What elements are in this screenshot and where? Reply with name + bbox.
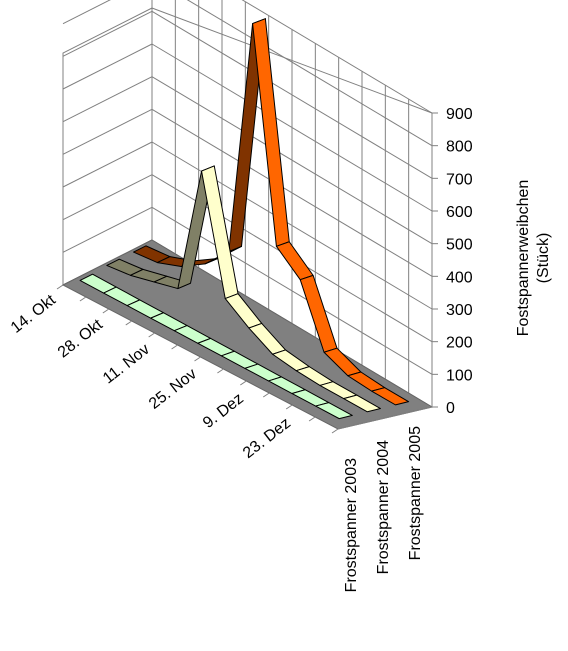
x-tick-mark <box>125 320 133 326</box>
series-label: Frostspanner 2005 <box>407 426 424 560</box>
x-tick-mark <box>308 416 316 422</box>
series-1-ribbon <box>79 273 353 420</box>
x-tick-mark <box>102 308 110 314</box>
y-tick-label: 700 <box>446 171 473 188</box>
y-axis: 0 100 200 300 400 500 600 700 800 900 <box>431 106 473 417</box>
gridline <box>62 141 153 188</box>
x-tick-label: 25. Nov <box>146 365 200 412</box>
y-tick-label: 900 <box>446 106 473 123</box>
y-axis-title: Fostspannerweibchen <box>515 180 532 337</box>
x-tick-mark <box>240 380 247 386</box>
gridline <box>62 108 153 155</box>
y-tick-label: 600 <box>446 204 473 221</box>
series-2-ribbon <box>106 165 381 413</box>
x-tick-mark <box>148 332 155 338</box>
series-label: Frostspanner 2003 <box>343 458 360 592</box>
x-tick-mark <box>79 296 87 302</box>
y-tick-label: 400 <box>446 269 473 286</box>
y-tick-label: 300 <box>446 302 473 319</box>
series-2-segment <box>343 394 381 413</box>
series-ribbons <box>79 18 410 420</box>
gridline <box>62 206 153 253</box>
gridline <box>62 10 153 57</box>
x-tick-mark <box>171 344 178 350</box>
series-labels: Frostspanner 2003 Frostspanner 2004 Frosts… <box>337 406 433 592</box>
series-3-ribbon <box>133 18 410 406</box>
x-tick-label: 9. Dez <box>200 390 247 432</box>
y-tick-label: 500 <box>446 237 473 254</box>
x-tick-label: 23. Dez <box>240 415 294 462</box>
x-tick-mark <box>262 392 270 398</box>
y-tick-label: 200 <box>446 335 473 352</box>
y-tick-label: 0 <box>446 400 455 417</box>
y-tick-label: 100 <box>446 367 473 384</box>
gridline <box>62 76 153 123</box>
x-tick-label: 14. Okt <box>8 291 60 336</box>
gridline <box>62 174 153 221</box>
x-tick-mark <box>331 428 339 434</box>
gridline <box>62 0 111 25</box>
series-3-segment <box>371 387 410 406</box>
x-tick-mark <box>217 368 224 374</box>
depth-axis-line <box>337 406 433 430</box>
y-tick-label: 800 <box>446 139 473 156</box>
gridline <box>62 43 153 90</box>
y-axis-title-unit: (Stück) <box>535 233 552 284</box>
x-tick-mark <box>285 404 293 410</box>
series-label: Frostspanner 2004 <box>375 440 392 574</box>
series-1-segment <box>315 402 353 420</box>
chart-walls <box>62 0 433 408</box>
x-tick-label: 11. Nov <box>100 341 153 388</box>
x-tick-mark <box>56 284 64 290</box>
x-tick-label: 28. Okt <box>55 316 107 361</box>
x-tick-mark <box>194 356 201 362</box>
